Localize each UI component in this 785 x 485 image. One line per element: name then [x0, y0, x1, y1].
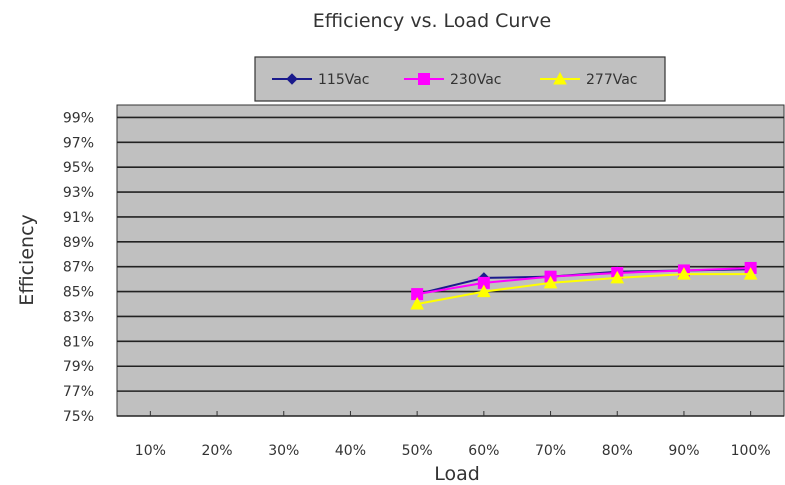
x-tick-label: 60% — [468, 443, 499, 459]
legend-label: 230Vac — [450, 72, 502, 88]
legend-marker — [553, 71, 567, 85]
data-point — [610, 270, 625, 284]
legend-marker — [286, 73, 298, 85]
series-layer — [410, 261, 758, 310]
data-point — [410, 296, 424, 310]
x-tick-label: 70% — [535, 443, 566, 459]
chart-title: Efficiency vs. Load Curve — [313, 10, 551, 32]
data-point — [677, 267, 691, 280]
legend-entry: 230Vac — [404, 72, 502, 88]
y-tick-label: 85% — [63, 285, 94, 301]
y-tick-label: 81% — [63, 334, 94, 350]
y-tick-label: 95% — [63, 160, 94, 176]
x-tick-label: 10% — [135, 443, 166, 459]
x-axis-title: Load — [434, 463, 480, 485]
x-tick-label: 100% — [731, 443, 771, 459]
y-tick-label: 87% — [63, 260, 94, 276]
x-tick-label: 20% — [201, 443, 232, 459]
legend: 115Vac 230Vac 277Vac — [272, 71, 638, 88]
x-tick-label: 40% — [335, 443, 366, 459]
x-axis-ticks: 10% 20% 30% 40% 50% 60% 70% 80% 90% 100% — [135, 411, 771, 459]
x-tick-label: 80% — [602, 443, 633, 459]
x-tick-label: 90% — [668, 443, 699, 459]
series-line — [416, 273, 751, 306]
plot-area — [116, 104, 785, 417]
x-tick-label: 50% — [402, 443, 433, 459]
y-tick-label: 77% — [63, 384, 94, 400]
y-tick-label: 83% — [63, 309, 94, 325]
data-point — [543, 275, 558, 289]
data-point — [743, 267, 758, 280]
y-tick-label: 91% — [63, 210, 94, 226]
series-line — [416, 266, 751, 296]
y-tick-label: 75% — [63, 409, 94, 425]
legend-label: 115Vac — [318, 72, 370, 88]
x-tick-label: 30% — [268, 443, 299, 459]
y-tick-label: 89% — [63, 235, 94, 251]
y-axis-title: Efficiency — [16, 214, 38, 306]
gridlines — [117, 116, 784, 417]
legend-entry: 115Vac — [272, 72, 370, 88]
y-tick-label: 79% — [63, 359, 94, 375]
y-tick-label: 97% — [63, 135, 94, 151]
legend-marker — [418, 73, 430, 85]
y-tick-label: 93% — [63, 185, 94, 201]
series-277vac — [410, 267, 758, 310]
legend-label: 277Vac — [586, 72, 638, 88]
legend-box — [254, 56, 666, 102]
y-tick-label: 99% — [63, 110, 94, 126]
data-point — [477, 284, 491, 298]
y-axis-ticks: 75% 77% 79% 81% 83% 85% 87% 89% 91% 93% 95% 97% 99% — [63, 110, 94, 425]
legend-entry: 277Vac — [540, 71, 638, 88]
